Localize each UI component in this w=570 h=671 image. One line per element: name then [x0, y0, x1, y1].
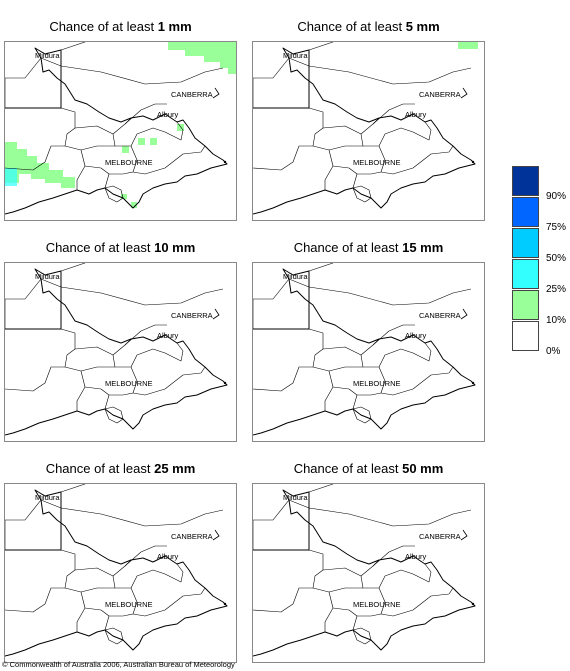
panel-title: Chance of at least 10 mm	[4, 240, 237, 258]
label-melbourne: MELBOURNE	[353, 600, 401, 609]
label-canberra: CANBERRA	[419, 90, 461, 99]
label-mildura: Mildura	[35, 493, 60, 502]
legend-tick: 10%	[546, 315, 567, 326]
label-canberra: CANBERRA	[419, 532, 461, 541]
basemap	[5, 484, 228, 657]
title-value: 5 mm	[405, 19, 440, 34]
basemap	[5, 42, 228, 215]
panel-title: Chance of at least 15 mm	[252, 240, 485, 258]
label-melbourne: MELBOURNE	[105, 600, 153, 609]
title-prefix: Chance of at least	[45, 461, 155, 476]
legend-tick: 25%	[546, 284, 567, 295]
label-melbourne: MELBOURNE	[353, 379, 401, 388]
map-shading-5mm	[458, 42, 478, 49]
panel-title: Chance of at least 5 mm	[252, 19, 485, 37]
basemap	[253, 42, 476, 215]
label-canberra: CANBERRA	[171, 311, 213, 320]
title-prefix: Chance of at least	[293, 461, 403, 476]
label-melbourne: MELBOURNE	[105, 379, 153, 388]
title-prefix: Chance of at least	[49, 19, 158, 34]
label-mildura: Mildura	[283, 272, 308, 281]
title-value: 50 mm	[402, 461, 444, 476]
legend-swatch	[512, 166, 539, 196]
label-mildura: Mildura	[283, 493, 308, 502]
label-albury: Albury	[157, 331, 179, 340]
label-mildura: Mildura	[35, 51, 60, 60]
label-canberra: CANBERRA	[419, 311, 461, 320]
legend-tick: 0%	[546, 346, 561, 357]
label-melbourne: MELBOURNE	[353, 158, 401, 167]
map: Mildura CANBERRA Albury MELBOURNE	[252, 41, 485, 221]
basemap	[5, 263, 228, 436]
legend-swatch	[512, 259, 539, 289]
legend-tick: 50%	[546, 253, 567, 264]
label-canberra: CANBERRA	[171, 532, 213, 541]
panel-title: Chance of at least 50 mm	[252, 461, 485, 479]
label-mildura: Mildura	[283, 51, 308, 60]
legend-swatch	[512, 290, 539, 320]
legend-tick: 90%	[546, 191, 567, 202]
title-value: 15 mm	[402, 240, 444, 255]
label-albury: Albury	[157, 110, 179, 119]
map: Mildura CANBERRA Albury MELBOURNE	[4, 262, 237, 442]
title-value: 1 mm	[157, 19, 192, 34]
label-albury: Albury	[405, 110, 427, 119]
label-albury: Albury	[405, 331, 427, 340]
map: Mildura CANBERRA Albury MELBOURNE	[252, 262, 485, 442]
title-value: 25 mm	[154, 461, 196, 476]
title-prefix: Chance of at least	[45, 240, 155, 255]
title-prefix: Chance of at least	[293, 240, 403, 255]
map: Mildura CANBERRA Albury MELBOURNE	[252, 483, 485, 663]
title-value: 10 mm	[154, 240, 196, 255]
copyright-notice: © Commonwealth of Australia 2006, Austra…	[2, 660, 235, 669]
label-canberra: CANBERRA	[171, 90, 213, 99]
legend-swatch	[512, 228, 539, 258]
label-melbourne: MELBOURNE	[105, 158, 153, 167]
map: Mildura CANBERRA Albury MELBOURNE	[4, 483, 237, 663]
legend-tick: 75%	[546, 222, 567, 233]
panel-title: Chance of at least 1 mm	[4, 19, 237, 37]
label-albury: Albury	[405, 552, 427, 561]
map: Mildura CANBERRA Albury MELBOURNE	[4, 41, 237, 221]
label-mildura: Mildura	[35, 272, 60, 281]
legend-swatch	[512, 197, 539, 227]
basemap	[253, 484, 476, 657]
panel-title: Chance of at least 25 mm	[4, 461, 237, 479]
label-albury: Albury	[157, 552, 179, 561]
title-prefix: Chance of at least	[297, 19, 406, 34]
basemap	[253, 263, 476, 436]
legend-swatch	[512, 321, 539, 351]
